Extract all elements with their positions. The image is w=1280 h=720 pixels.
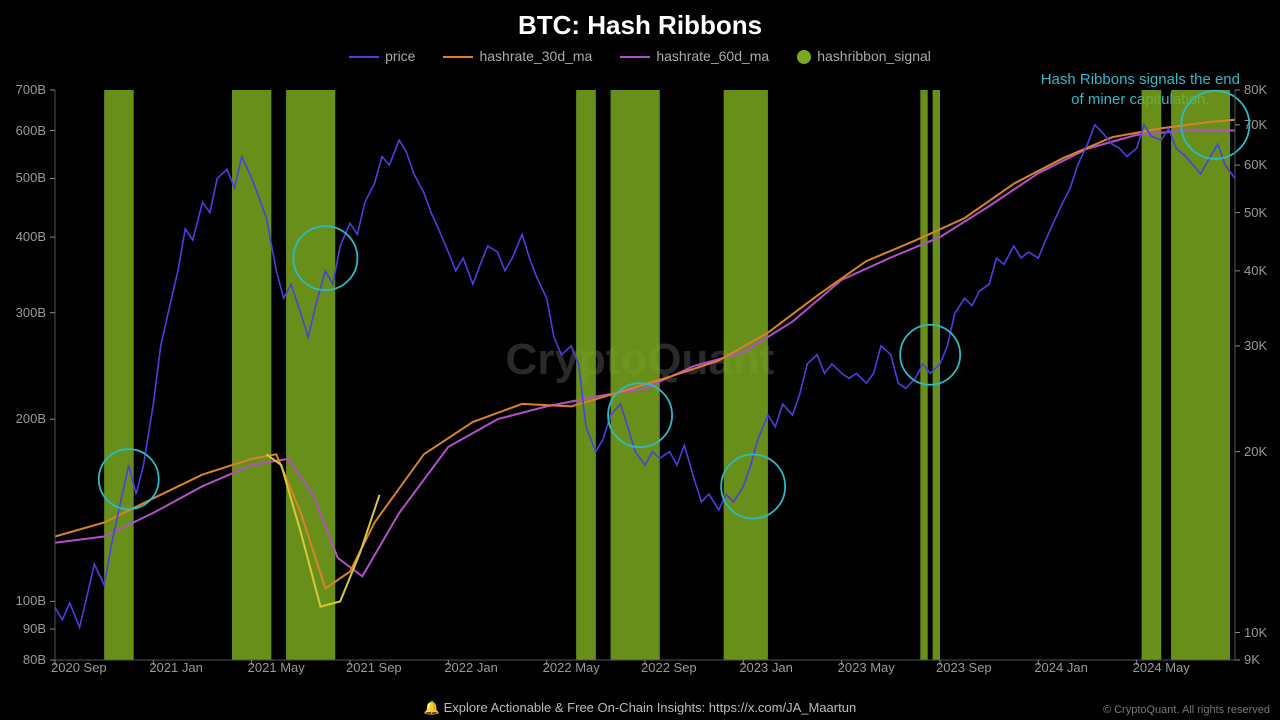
- y-left-tick-label: 300B: [16, 305, 46, 320]
- legend-item: hashrate_60d_ma: [620, 48, 769, 64]
- y-left-tick-label: 600B: [16, 123, 46, 138]
- y-right-tick-label: 40K: [1244, 263, 1267, 278]
- x-axis: 2020 Sep2021 Jan2021 May2021 Sep2022 Jan…: [55, 660, 1235, 680]
- y-right-tick-label: 60K: [1244, 157, 1267, 172]
- x-tick-label: 2021 May: [248, 660, 305, 675]
- y-right-tick-label: 10K: [1244, 625, 1267, 640]
- footer-link[interactable]: https://x.com/JA_Maartun: [709, 700, 856, 715]
- x-tick-label: 2022 Jan: [444, 660, 498, 675]
- y-right-tick-label: 50K: [1244, 205, 1267, 220]
- legend-item: hashribbon_signal: [797, 48, 931, 64]
- x-tick-label: 2023 May: [838, 660, 895, 675]
- chart-title: BTC: Hash Ribbons: [0, 10, 1280, 41]
- y-right-tick-label: 20K: [1244, 444, 1267, 459]
- legend-item: price: [349, 48, 415, 64]
- y-right-tick-label: 70K: [1244, 117, 1267, 132]
- y-left-tick-label: 500B: [16, 170, 46, 185]
- plot-area: [55, 90, 1235, 660]
- x-tick-label: 2023 Jan: [739, 660, 793, 675]
- y-axis-left: 80B90B100B200B300B400B500B600B700B: [0, 90, 50, 660]
- signal-band: [920, 90, 927, 660]
- y-left-tick-label: 200B: [16, 411, 46, 426]
- y-left-tick-label: 700B: [16, 82, 46, 97]
- signal-band: [286, 90, 335, 660]
- signal-band: [933, 90, 940, 660]
- x-tick-label: 2021 Jan: [149, 660, 203, 675]
- y-left-tick-label: 400B: [16, 229, 46, 244]
- y-axis-right: 9K10K20K30K40K50K60K70K80K: [1240, 90, 1280, 660]
- highlight-circle: [900, 325, 960, 385]
- chart-container: BTC: Hash Ribbons price hashrate_30d_ma ha…: [0, 0, 1280, 720]
- y-left-tick-label: 80B: [23, 652, 46, 667]
- signal-band: [1142, 90, 1162, 660]
- footer-note: 🔔 Explore Actionable & Free On-Chain Ins…: [0, 700, 1280, 716]
- bell-icon: 🔔: [424, 700, 440, 715]
- chart-svg: [55, 90, 1235, 660]
- copyright: © CryptoQuant. All rights reserved: [1103, 704, 1270, 716]
- x-tick-label: 2022 Sep: [641, 660, 697, 675]
- y-left-tick-label: 90B: [23, 621, 46, 636]
- y-left-tick-label: 100B: [16, 593, 46, 608]
- x-tick-label: 2023 Sep: [936, 660, 992, 675]
- signal-band: [611, 90, 660, 660]
- signal-band: [1171, 90, 1230, 660]
- y-right-tick-label: 30K: [1244, 338, 1267, 353]
- legend-item: hashrate_30d_ma: [443, 48, 592, 64]
- x-tick-label: 2022 May: [543, 660, 600, 675]
- x-tick-label: 2021 Sep: [346, 660, 402, 675]
- y-right-tick-label: 80K: [1244, 82, 1267, 97]
- signal-band: [104, 90, 134, 660]
- x-tick-label: 2024 May: [1133, 660, 1190, 675]
- signal-band: [724, 90, 768, 660]
- x-tick-label: 2020 Sep: [51, 660, 107, 675]
- y-right-tick-label: 9K: [1244, 652, 1260, 667]
- legend: price hashrate_30d_ma hashrate_60d_ma hashr…: [0, 48, 1280, 64]
- x-tick-label: 2024 Jan: [1034, 660, 1088, 675]
